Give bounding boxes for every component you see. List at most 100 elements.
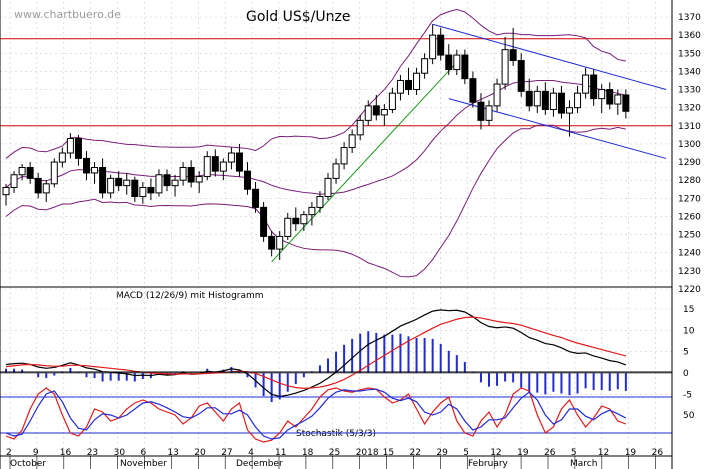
candle-body	[18, 167, 26, 176]
candle-body	[2, 186, 10, 196]
x-month-label: December	[236, 459, 283, 469]
candle-body	[501, 49, 509, 85]
candle-body	[380, 108, 388, 116]
candle-body	[284, 217, 292, 237]
macd-title: MACD (12/26/9) mit Histogramm	[116, 291, 264, 301]
candle-body	[557, 92, 565, 114]
x-tick-label: 19	[625, 448, 637, 458]
candle-body	[413, 72, 421, 91]
macd-signal-line	[5, 316, 627, 389]
chart-title: Gold US$/Unze	[246, 9, 350, 25]
macd-tick-label: 5	[683, 348, 689, 358]
price-tick-label: 1360	[678, 31, 701, 41]
channel-upper-line	[432, 23, 667, 91]
price-tick-label: 1310	[678, 122, 701, 132]
candle-body	[34, 177, 42, 194]
candle-body	[235, 152, 243, 172]
macd-tick-label: 10	[683, 326, 695, 336]
candle-body	[461, 54, 469, 80]
candle-body	[509, 49, 517, 62]
candle-body	[42, 183, 50, 194]
price-tick-label: 1330	[678, 86, 701, 96]
candle-body	[340, 147, 348, 165]
candle-body	[115, 177, 123, 187]
candle-body	[268, 235, 276, 250]
candle-body	[74, 137, 82, 159]
price-tick-label: 1250	[678, 231, 701, 241]
candle-body	[517, 60, 525, 92]
candle-body	[324, 177, 332, 198]
candle-body	[10, 174, 18, 188]
candle-body	[348, 134, 356, 149]
candle-body	[622, 94, 630, 112]
candle-body	[203, 156, 211, 178]
x-tick-label: 27	[221, 448, 232, 458]
bollinger-upper	[5, 8, 626, 159]
candle-body	[171, 179, 179, 187]
x-tick-label: 26	[544, 448, 556, 458]
candle-body	[147, 186, 155, 194]
candle-body	[83, 157, 90, 174]
candle-body	[300, 214, 308, 225]
candle-body	[308, 206, 316, 216]
price-tick-label: 1240	[678, 249, 701, 259]
candle-body	[533, 90, 541, 107]
candle-body	[195, 176, 203, 183]
x-tick-label: 13	[167, 448, 178, 458]
candle-body	[179, 167, 187, 181]
x-tick-label: 30	[114, 448, 126, 458]
candle-body	[219, 161, 227, 172]
stoch-k-line	[5, 387, 627, 443]
candle-body	[525, 90, 533, 107]
x-tick-label: 16	[60, 448, 72, 458]
x-tick-label: 6	[141, 448, 147, 458]
candle-body	[316, 196, 324, 208]
price-tick-label: 1270	[678, 194, 701, 204]
candle-body	[260, 206, 268, 237]
candle-body	[187, 167, 195, 183]
x-tick-label: 9	[33, 448, 39, 458]
price-tick-label: 1280	[678, 176, 701, 186]
candle-body	[123, 179, 131, 187]
stochastic-title: Stochastik (5/3/3)	[296, 429, 376, 439]
candle-body	[139, 186, 147, 198]
candle-body	[485, 105, 493, 121]
candle-body	[50, 161, 58, 185]
stoch-tick-label: 50	[683, 411, 695, 421]
candle-body	[549, 92, 557, 110]
candle-body	[598, 89, 606, 100]
price-tick-label: 1350	[678, 49, 701, 59]
x-month-label: November	[120, 459, 167, 469]
candle-body	[574, 92, 582, 109]
x-tick-label: 12	[490, 448, 501, 458]
candle-body	[252, 188, 260, 208]
candle-body	[614, 94, 622, 105]
candle-body	[477, 101, 485, 121]
candle-body	[421, 58, 429, 74]
candle-body	[227, 152, 235, 163]
x-tick-label: 18	[302, 448, 314, 458]
x-tick-label: 20	[194, 448, 206, 458]
price-tick-label: 1260	[678, 212, 701, 222]
price-tick-label: 1340	[678, 67, 701, 77]
x-tick-label: 5	[571, 448, 577, 458]
candle-body	[429, 34, 437, 60]
price-tick-label: 1220	[678, 285, 701, 295]
x-tick-label: 11	[275, 448, 286, 458]
candle-body	[58, 152, 66, 163]
candle-body	[155, 174, 163, 194]
x-tick-label: 25	[329, 448, 340, 458]
x-tick-label: 22	[410, 448, 421, 458]
candle-body	[493, 83, 501, 107]
price-tick-label: 1230	[678, 267, 701, 277]
candle-body	[606, 89, 614, 105]
stoch-d-line	[5, 388, 627, 440]
x-tick-label: 2	[6, 448, 12, 458]
x-month-label: October	[10, 459, 46, 469]
x-tick-label: 5	[463, 448, 469, 458]
candle-body	[388, 92, 396, 110]
watermark-text: www.chartbuero.de	[14, 8, 121, 21]
candle-body	[396, 79, 404, 94]
price-tick-label: 1290	[678, 158, 701, 168]
